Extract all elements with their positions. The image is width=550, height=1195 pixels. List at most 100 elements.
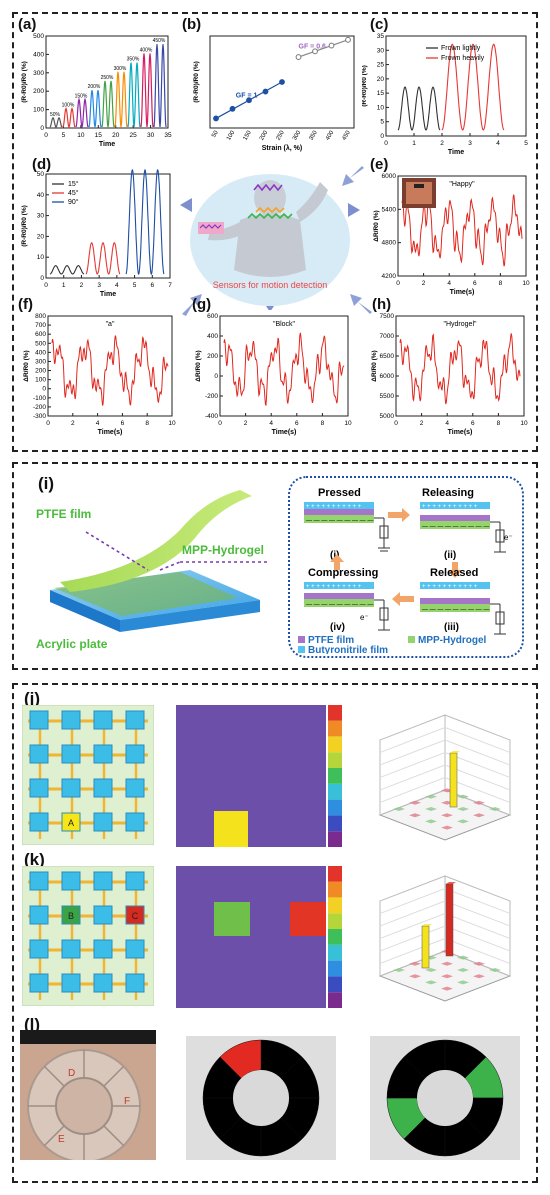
y-tick-label: -100 bbox=[33, 395, 46, 402]
panel-b-label: (b) bbox=[182, 16, 202, 33]
chart-title: "Block" bbox=[273, 321, 296, 328]
x-tick-label: 8 bbox=[321, 420, 325, 427]
floor-cell bbox=[457, 794, 469, 799]
plot-frame bbox=[395, 315, 525, 417]
panel-h-chart: 0 2 4 6 8 10 5000 5500 6000 6500 7000 7500 Time(s) ΔR… bbox=[371, 313, 528, 436]
colorbar-segment bbox=[328, 929, 342, 945]
panel-j-label: (j) bbox=[24, 689, 41, 708]
signal-line bbox=[51, 335, 169, 406]
floor-cell bbox=[425, 794, 437, 799]
sensor-cell bbox=[125, 939, 145, 959]
gridline bbox=[379, 938, 446, 964]
photo-spoke bbox=[103, 1125, 125, 1147]
svg-text:+ + + + + + + + + + +: + + + + + + + + + + + bbox=[422, 584, 478, 590]
legend-label: Frown lightly bbox=[441, 45, 481, 52]
x-tick-label: 0 bbox=[46, 420, 50, 427]
series-line bbox=[114, 71, 128, 128]
x-tick-label: 6 bbox=[471, 420, 475, 427]
data-point bbox=[328, 42, 335, 49]
y-tick-label: 25 bbox=[377, 62, 385, 69]
gridline bbox=[379, 900, 446, 927]
x-tick-label: 10 bbox=[522, 280, 530, 287]
strain-tag: 50% bbox=[50, 112, 61, 118]
y-tick-label: 100 bbox=[33, 107, 44, 114]
sensor-cell bbox=[61, 744, 81, 764]
sensor-cell-label: C bbox=[132, 911, 139, 921]
y-tick-label: 20 bbox=[37, 233, 45, 240]
colorbar-segment bbox=[328, 783, 342, 800]
bar-3d bbox=[449, 752, 458, 808]
y-tick-label: 400 bbox=[35, 349, 46, 356]
sensor-cell bbox=[125, 812, 145, 832]
y-axis-label: ΔR/R0 (%) bbox=[195, 350, 202, 381]
strain-tag: 150% bbox=[75, 93, 88, 99]
data-point bbox=[279, 79, 285, 85]
arrow-icon-to-f bbox=[182, 294, 202, 316]
panel-i-label: (i) bbox=[38, 474, 55, 493]
y-tick-label: 15 bbox=[377, 90, 385, 97]
sensor-cell bbox=[29, 812, 49, 832]
x-axis-label: Time(s) bbox=[450, 289, 475, 296]
y-tick-label: 500 bbox=[35, 340, 46, 347]
floor-cell bbox=[457, 980, 469, 985]
frame-motion-sensors bbox=[12, 12, 538, 452]
chart-title: "a" bbox=[106, 321, 115, 328]
y-tick-label: 700 bbox=[35, 322, 46, 329]
floor-cell bbox=[473, 961, 485, 966]
panel-a-label: (a) bbox=[18, 16, 37, 33]
y-tick-label: 0 bbox=[380, 133, 384, 140]
frame-array bbox=[12, 683, 538, 1183]
gridline bbox=[444, 739, 511, 766]
x-tick-label: 4 bbox=[115, 282, 119, 289]
floor-cell bbox=[457, 968, 469, 972]
gridline bbox=[379, 739, 446, 766]
legend-butyronitrile: Butyronitrile film bbox=[308, 645, 388, 654]
strain-tag: 450% bbox=[153, 38, 166, 44]
x-tick-label: 8 bbox=[499, 280, 503, 287]
photo-letter-f: F bbox=[124, 1096, 130, 1107]
plot-frame bbox=[219, 315, 349, 417]
y-tick-label: 0 bbox=[214, 373, 218, 380]
colorbar-segment bbox=[328, 881, 342, 898]
y-axis-label: (R-R0)/R0 (%) bbox=[21, 61, 28, 103]
face-photo-skin bbox=[406, 182, 432, 204]
panel-f-label: (f) bbox=[18, 296, 33, 313]
x-tick-label: 10 bbox=[344, 420, 352, 427]
x-tick-label: 10 bbox=[77, 132, 85, 139]
x-tick-label: 0 bbox=[218, 420, 222, 427]
data-point bbox=[312, 48, 318, 55]
x-tick-label: 2 bbox=[422, 280, 426, 287]
panel-a-chart: 0 5 10 15 20 25 30 35 0 100 200 300 400 500 Time (R-R0)… bbox=[21, 33, 172, 148]
x-tick-label: 5 bbox=[62, 132, 66, 139]
sensor-cell bbox=[29, 973, 49, 993]
sensor-cell bbox=[93, 939, 113, 959]
y-tick-label: -200 bbox=[205, 393, 218, 400]
floor-cell bbox=[409, 974, 421, 979]
series-line bbox=[140, 53, 154, 128]
gridline bbox=[444, 900, 511, 927]
floor-cell bbox=[425, 968, 437, 972]
sensor-cell bbox=[125, 778, 145, 798]
panel-j-3d-bar bbox=[378, 714, 512, 841]
x-tick-label: 450 bbox=[342, 129, 353, 141]
colorbar-segment bbox=[328, 831, 342, 847]
sensor-cell-label: A bbox=[68, 818, 74, 828]
floor-cell bbox=[457, 807, 469, 811]
state-compressing-label: Compressing bbox=[308, 567, 378, 579]
x-tick-label: 2 bbox=[420, 420, 424, 427]
sensor-cell bbox=[29, 871, 49, 891]
arrow-icon-iv-i bbox=[330, 554, 344, 570]
bar-3d-top bbox=[446, 882, 456, 884]
floor-cell bbox=[409, 961, 421, 966]
x-axis-label: Time bbox=[100, 291, 116, 298]
floor-cell bbox=[393, 968, 405, 972]
x-tick-label: 6 bbox=[473, 280, 477, 287]
gridline bbox=[444, 938, 511, 964]
floor-cell bbox=[473, 974, 485, 979]
x-tick-label: 5 bbox=[133, 282, 137, 289]
y-axis-label: (R-R0)/R0 (%) bbox=[362, 65, 368, 107]
x-tick-label: 50 bbox=[211, 129, 220, 138]
sensor-cell bbox=[125, 871, 145, 891]
floor-cell bbox=[473, 800, 485, 805]
